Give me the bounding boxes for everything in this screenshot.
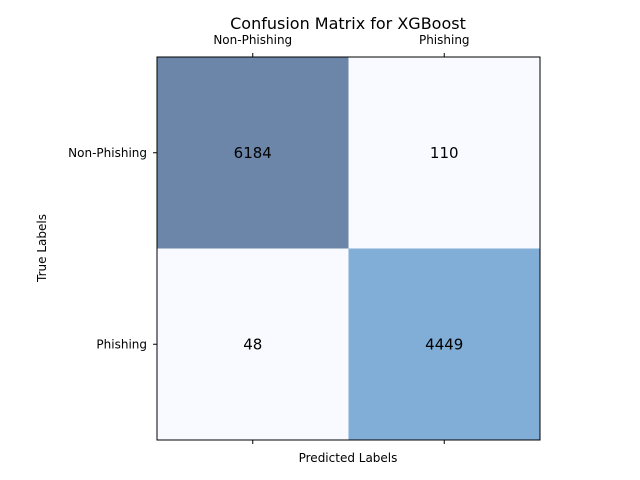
x-tick-label: Phishing — [419, 33, 470, 47]
cell-value-label: 48 — [243, 335, 262, 353]
y-axis-label: True Labels — [35, 214, 49, 283]
y-ticks: Non-Phishing Phishing — [68, 146, 157, 351]
matrix-cell — [157, 57, 349, 249]
matrix-cell — [157, 248, 349, 440]
matrix-cell — [348, 248, 540, 440]
cell-value-label: 6184 — [234, 144, 272, 162]
matrix-cell — [348, 57, 540, 249]
cell-value-labels: 6184 110 48 4449 — [234, 144, 464, 354]
chart-title: Confusion Matrix for XGBoost — [230, 14, 466, 33]
plot-frame — [156, 56, 541, 441]
y-tick-label: Non-Phishing — [68, 146, 147, 160]
y-tick-label: Phishing — [96, 337, 147, 351]
x-axis-label: Predicted Labels — [299, 451, 398, 465]
x-tick-label: Non-Phishing — [213, 33, 292, 47]
x-ticks: Non-Phishing Phishing — [213, 33, 470, 444]
matrix-cells — [157, 57, 540, 440]
cell-value-label: 110 — [430, 144, 459, 162]
cell-value-label: 4449 — [425, 335, 463, 353]
